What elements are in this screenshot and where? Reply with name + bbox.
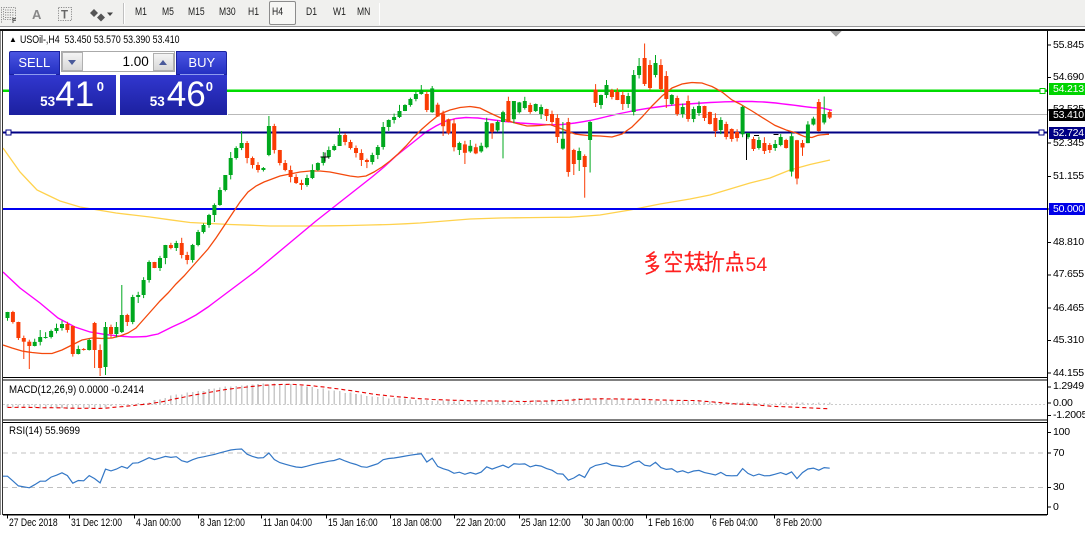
- svg-text:54: 54: [746, 254, 768, 276]
- svg-text:A: A: [32, 7, 42, 22]
- svg-text:T: T: [61, 10, 68, 22]
- svg-text:F: F: [12, 18, 17, 25]
